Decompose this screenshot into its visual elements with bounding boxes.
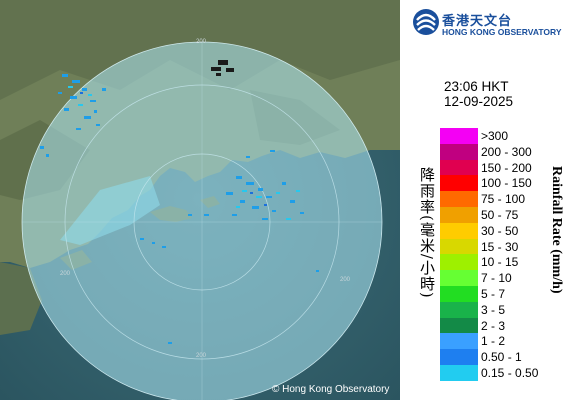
legend-label: 3 - 5	[481, 302, 506, 317]
observation-time: 23:06 HKT	[444, 79, 509, 94]
legend-row: 0.15 - 0.50	[440, 365, 538, 381]
org-name-en: HONG KONG OBSERVATORY	[442, 27, 562, 37]
legend-label: 7 - 10	[481, 271, 512, 286]
legend-swatch	[440, 143, 478, 160]
range-label-west: 200	[60, 271, 71, 277]
legend-row: 100 - 150	[440, 175, 532, 192]
legend-row: 1 - 2	[440, 333, 505, 350]
legend-swatch	[440, 191, 478, 207]
legend-label: 10 - 15	[481, 255, 519, 270]
legend-label: 50 - 75	[481, 208, 519, 222]
legend-title-en: Rainfall Rate (mm/h)	[549, 166, 564, 294]
legend-row: 75 - 100	[440, 191, 525, 207]
radar-site-marker	[211, 60, 234, 76]
legend-swatch	[440, 317, 478, 334]
hko-logo: 香港天文台 HONG KONG OBSERVATORY	[412, 6, 572, 40]
legend-label: 15 - 30	[481, 239, 519, 254]
delta-water	[60, 176, 160, 245]
legend-swatch	[440, 175, 478, 192]
legend-swatch	[440, 254, 478, 271]
legend-label: 0.50 - 1	[481, 350, 522, 365]
legend-label: 100 - 150	[481, 176, 532, 191]
legend-title-zh: 降雨率(毫米/小時)	[418, 167, 436, 299]
legend-label: 30 - 50	[481, 223, 519, 238]
legend-row: 30 - 50	[440, 222, 518, 239]
legend-swatch	[440, 159, 478, 176]
legend-row: 3 - 5	[440, 301, 505, 318]
legend-panel: 香港天文台 HONG KONG OBSERVATORY 23:06 HKT 12…	[400, 0, 577, 400]
legend-label: >300	[481, 129, 509, 143]
legend-swatch	[440, 333, 478, 350]
legend-label: 5 - 7	[481, 287, 506, 301]
legend-swatch	[440, 222, 478, 239]
radar-map: 200 200 200 200	[0, 0, 400, 400]
copyright-text: © Hong Kong Observatory	[272, 384, 389, 395]
rain-echoes	[40, 74, 319, 344]
legend-row: 200 - 300	[440, 143, 532, 160]
legend-row: 50 - 75	[440, 207, 518, 223]
copyright-label: © Hong Kong Observatory	[272, 384, 390, 395]
legend-label: 200 - 300	[481, 144, 532, 159]
legend-row: 15 - 30	[440, 238, 518, 255]
legend-swatch	[440, 238, 478, 255]
range-label-east: 200	[340, 277, 351, 283]
legend-row: 5 - 7	[440, 286, 505, 302]
legend-swatch	[440, 128, 478, 144]
legend-swatch	[440, 301, 478, 318]
legend-label: 150 - 200	[481, 160, 532, 175]
rain-echoes-light	[68, 86, 300, 220]
legend-row: 2 - 3	[440, 317, 505, 334]
legend-label: 75 - 100	[481, 192, 526, 207]
legend-row: 150 - 200	[440, 159, 532, 176]
legend-swatch	[440, 270, 478, 286]
legend-label: 0.15 - 0.50	[481, 366, 539, 380]
legend-swatch	[440, 207, 478, 223]
legend-row: 0.50 - 1	[440, 349, 522, 365]
range-label-north: 200	[196, 39, 207, 45]
legend-label: 1 - 2	[481, 334, 506, 349]
org-name-zh: 香港天文台	[442, 14, 513, 29]
legend-row: 10 - 15	[440, 254, 518, 271]
observation-date: 12-09-2025	[444, 94, 514, 109]
legend-swatch	[440, 286, 478, 302]
legend-swatch	[440, 349, 478, 365]
legend-row: >300	[440, 128, 508, 144]
legend-swatch	[440, 365, 478, 381]
hko-logo-mark-icon	[413, 9, 439, 35]
legend-label: 2 - 3	[481, 318, 506, 333]
legend-row: 7 - 10	[440, 270, 512, 286]
range-label-south: 200	[196, 353, 207, 359]
rain-echoes-moderate	[80, 92, 267, 206]
